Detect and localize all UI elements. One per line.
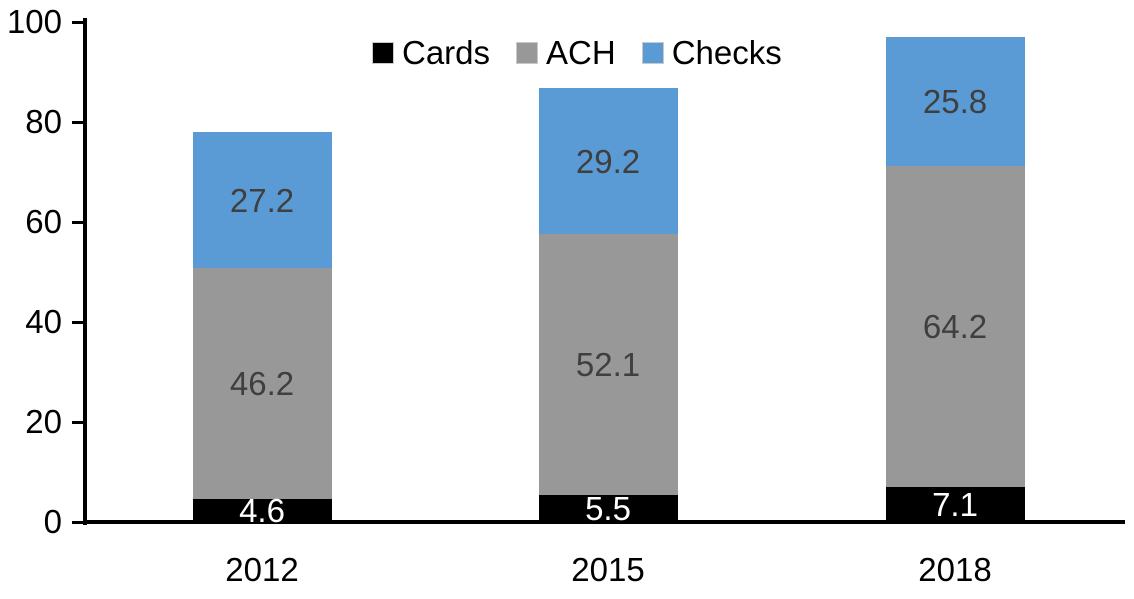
- bar-segment-checks-2018: 25.8: [885, 36, 1025, 166]
- y-axis-tick: [72, 20, 83, 24]
- y-axis-tick: [72, 520, 83, 524]
- bar-value-label: 46.2: [229, 365, 295, 402]
- y-axis-tick-label: 60: [25, 203, 62, 240]
- legend-item-label: ACH: [546, 34, 616, 71]
- legend-swatch-cards: [372, 42, 394, 64]
- bar-segment-cards-2018: 7.1: [885, 485, 1025, 523]
- bar-value-label: 52.1: [575, 345, 641, 383]
- legend-item-label: Cards: [402, 34, 491, 71]
- legend-item-checks: Checks: [641, 34, 782, 71]
- legend-item-ach: ACH: [516, 36, 616, 70]
- y-axis-tick: [72, 420, 83, 424]
- legend-swatch-ach: [516, 42, 539, 64]
- bar-value-label: 29.2: [575, 142, 641, 180]
- bar-value-label: 64.2: [922, 307, 988, 345]
- x-axis-line: [83, 520, 1125, 524]
- x-axis-category-label: 2018: [918, 551, 992, 588]
- bar-value-label: 25.8: [922, 82, 988, 120]
- bar-segment-cards-2012: 4.6: [192, 494, 332, 527]
- bar-value-label: 4.6: [239, 492, 285, 529]
- y-axis-tick-label: 80: [25, 103, 62, 140]
- legend-item-cards: Cards: [372, 36, 490, 70]
- bar-value-label: 7.1: [932, 485, 978, 523]
- bar-segment-ach-2012: 46.2: [192, 268, 332, 499]
- y-axis-tick-label: 100: [6, 3, 62, 40]
- y-axis-tick: [72, 320, 83, 324]
- y-axis-tick-label: 20: [25, 403, 62, 440]
- bar-segment-checks-2012: 27.2: [192, 132, 332, 268]
- bar-segment-ach-2015: 52.1: [538, 234, 678, 495]
- legend-item-label: Checks: [671, 34, 782, 71]
- y-axis-tick-label: 40: [25, 303, 62, 340]
- bar-segment-checks-2015: 29.2: [538, 88, 678, 234]
- y-axis-tick: [72, 120, 83, 124]
- bar-segment-cards-2015: 5.5: [538, 489, 678, 527]
- bar-value-label: 27.2: [229, 181, 295, 219]
- y-axis-tick-label: 0: [43, 503, 62, 540]
- x-axis-category-label: 2015: [571, 551, 645, 588]
- y-axis-tick: [72, 220, 83, 224]
- y-axis-line: [83, 18, 87, 525]
- chart-legend: Cards ACH Checks: [372, 36, 782, 70]
- bar-segment-ach-2018: 64.2: [885, 165, 1025, 487]
- legend-swatch-checks: [641, 42, 664, 64]
- x-axis-category-label: 2012: [225, 551, 299, 588]
- bar-value-label: 5.5: [585, 489, 631, 527]
